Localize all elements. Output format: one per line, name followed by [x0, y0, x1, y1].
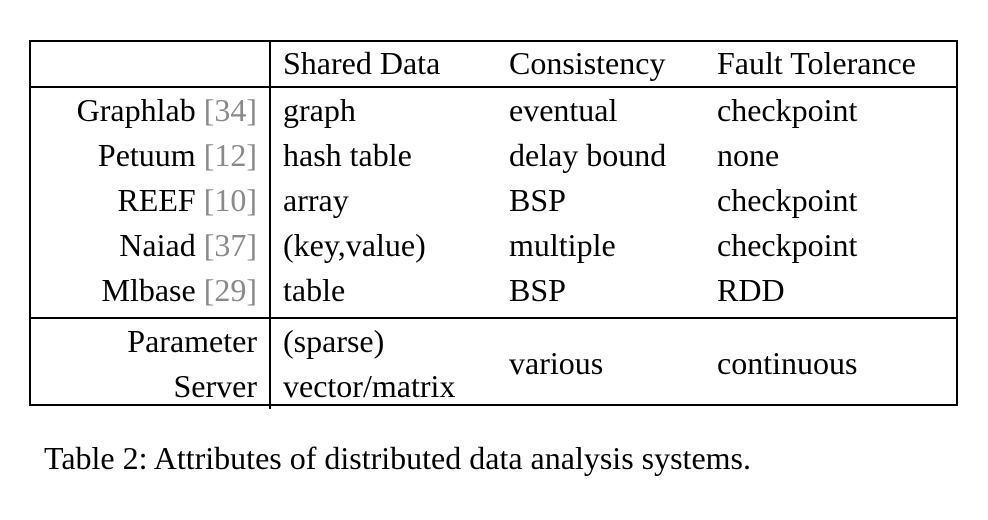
table-caption: Table 2: Attributes of distributed data … [44, 440, 751, 476]
citation: [10] [203, 181, 257, 218]
consistency-cell: BSP [509, 181, 566, 218]
shared-data-line2: vector/matrix [283, 368, 456, 404]
shared-data-cell: graph [283, 91, 356, 128]
table-row: Graphlab [34] graph eventual checkpoint [31, 87, 956, 133]
header-fault-tolerance: Fault Tolerance [717, 45, 916, 82]
header-consistency: Consistency [509, 45, 666, 82]
fault-tolerance-cell: checkpoint [717, 226, 858, 263]
consistency-cell: BSP [509, 271, 566, 308]
citation: [12] [203, 136, 257, 173]
system-name-cell: Naiad [37] [31, 223, 271, 268]
system-name: Mlbase [101, 271, 196, 308]
table-header-row: Shared Data Consistency Fault Tolerance [31, 42, 956, 87]
fault-tolerance-cell: checkpoint [717, 181, 858, 218]
system-name: REEF [117, 181, 196, 218]
parameter-server-row: Parameter Server (sparse) vector/matrix va… [31, 318, 956, 409]
shared-data-cell: (sparse) vector/matrix [270, 318, 497, 409]
header-shared-data: Shared Data [283, 45, 441, 82]
table-row: REEF [10] array BSP checkpoint [31, 178, 956, 223]
citation: [29] [203, 271, 257, 308]
citation-number: 34 [214, 91, 247, 128]
citation-number: 10 [214, 181, 247, 218]
consistency-cell: various [509, 345, 604, 382]
shared-data-cell: table [283, 271, 346, 308]
system-name-line2: Server [173, 368, 257, 404]
header-empty-cell [31, 42, 271, 87]
shared-data-cell: hash table [283, 136, 412, 173]
systems-table: Shared Data Consistency Fault Tolerance … [31, 42, 956, 409]
consistency-cell: delay bound [509, 136, 667, 173]
fault-tolerance-cell: RDD [717, 271, 785, 308]
comparison-table: Shared Data Consistency Fault Tolerance … [29, 40, 958, 409]
system-name-cell: Parameter Server [31, 318, 271, 409]
fault-tolerance-cell: none [717, 136, 780, 173]
shared-data-cell: (key,value) [283, 226, 426, 263]
fault-tolerance-cell: checkpoint [717, 91, 858, 128]
shared-data-line1: (sparse) [283, 323, 385, 360]
table-row: Mlbase [29] table BSP RDD [31, 268, 956, 318]
table-row: Naiad [37] (key,value) multiple checkpoi… [31, 223, 956, 268]
citation: [34] [203, 91, 257, 128]
system-name-cell: Graphlab [34] [31, 87, 271, 133]
system-name: Petuum [97, 136, 196, 173]
consistency-cell: eventual [509, 91, 618, 128]
citation: [37] [203, 226, 257, 263]
citation-number: 29 [214, 271, 247, 308]
system-name-cell: Petuum [12] [31, 133, 271, 178]
citation-number: 12 [214, 136, 247, 173]
fault-tolerance-cell: continuous [717, 345, 858, 382]
shared-data-cell: array [283, 181, 349, 218]
system-name-line1: Parameter [127, 323, 257, 360]
table-row: Petuum [12] hash table delay bound none [31, 133, 956, 178]
system-name-cell: REEF [10] [31, 178, 271, 223]
consistency-cell: multiple [509, 226, 616, 263]
citation-number: 37 [214, 226, 247, 263]
system-name-cell: Mlbase [29] [31, 268, 271, 318]
system-name: Naiad [119, 226, 196, 263]
system-name: Graphlab [76, 91, 196, 128]
